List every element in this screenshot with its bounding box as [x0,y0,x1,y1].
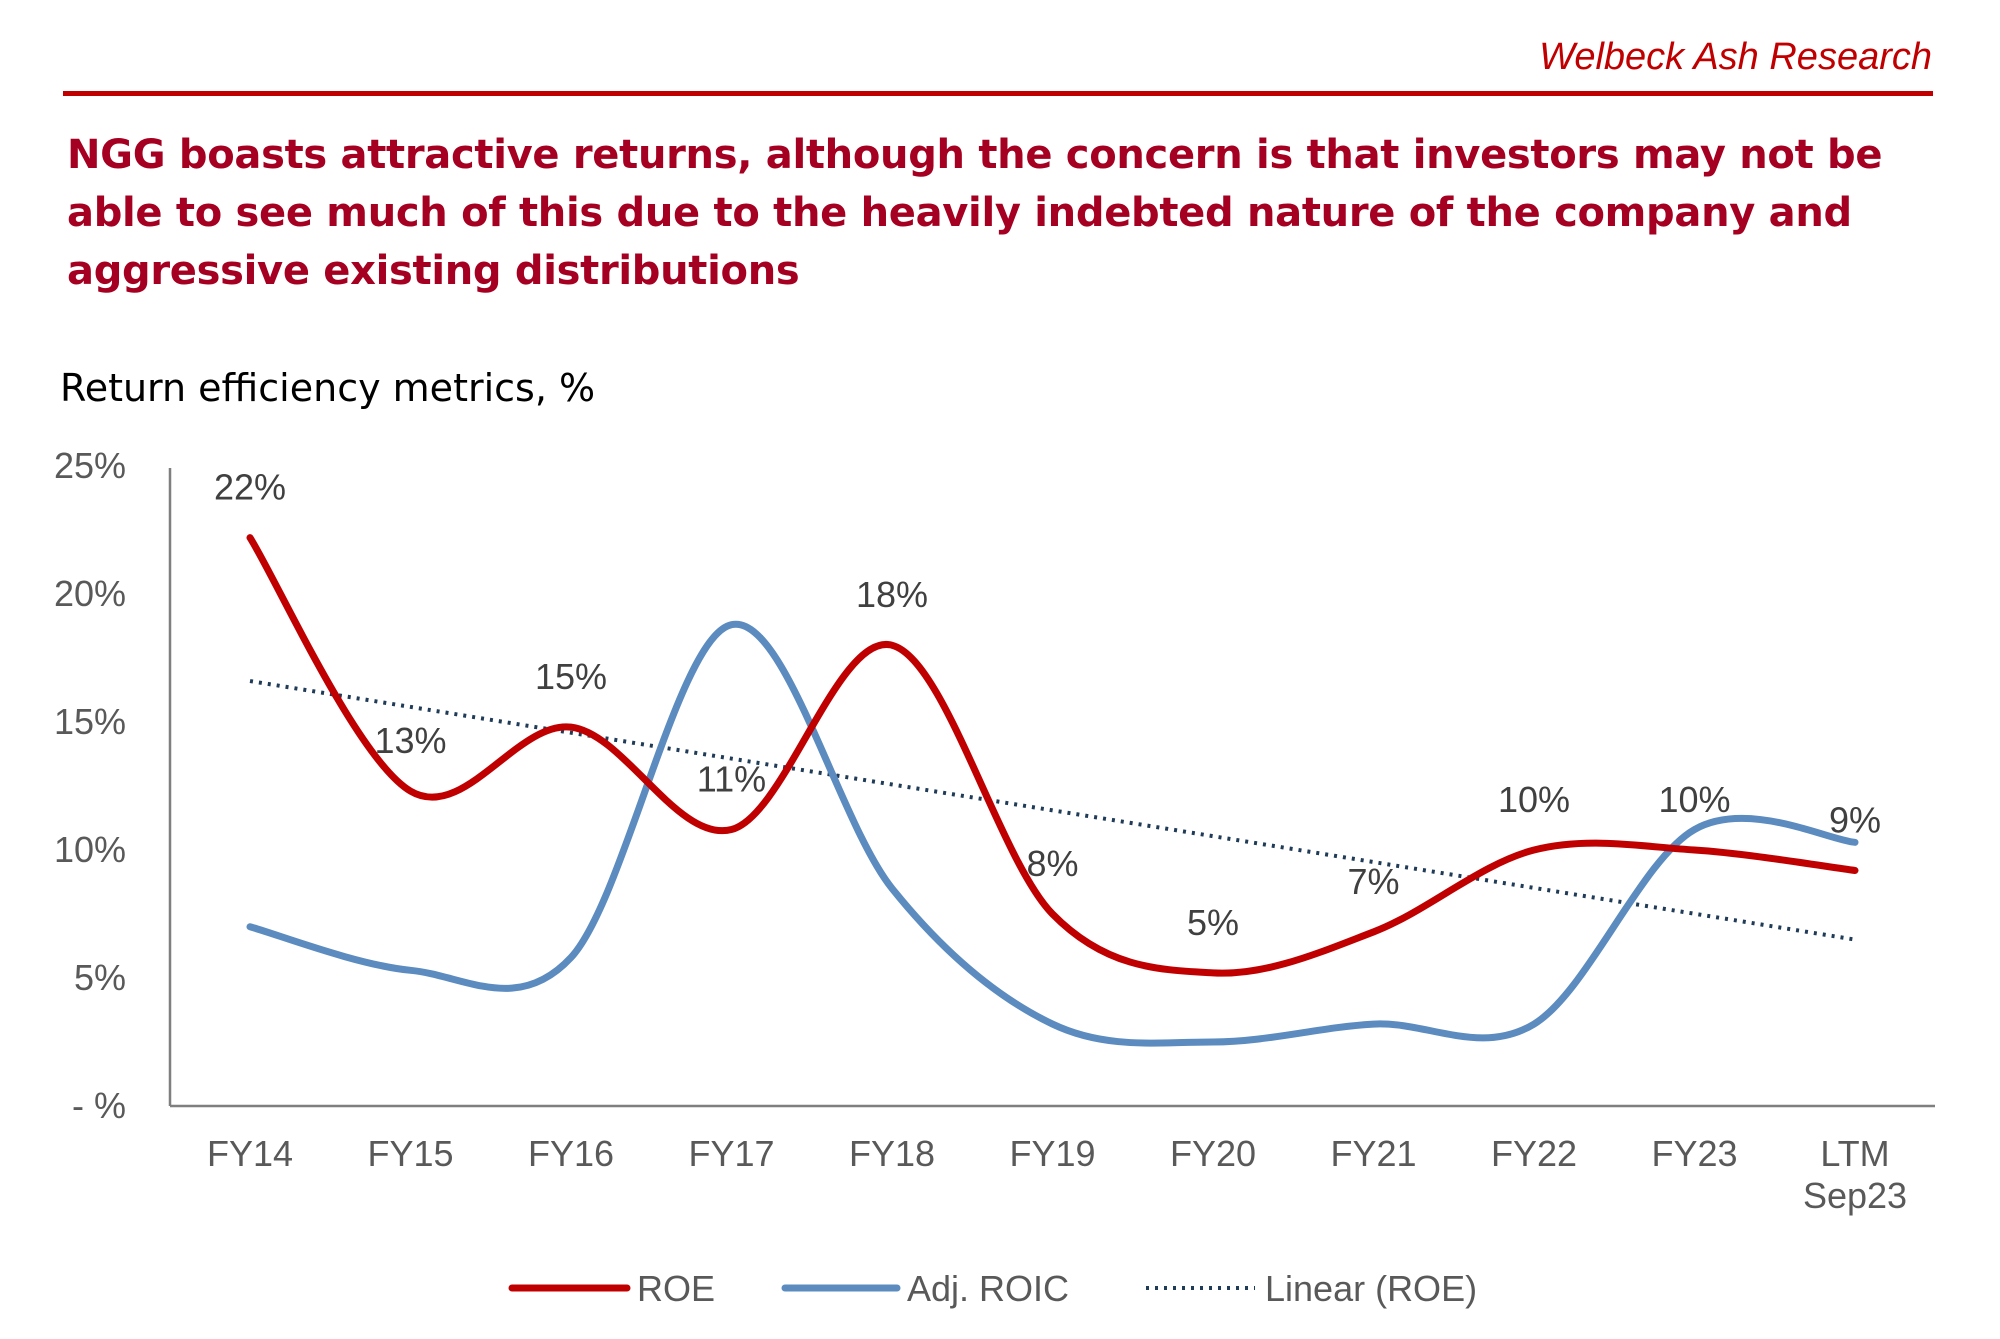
series-linear-roe [249,679,1856,942]
y-tick-label: - % [72,1085,126,1126]
roe-data-label: 10% [1658,779,1730,820]
legend: ROE Adj. ROIC Linear (ROE) [508,1268,1477,1309]
y-tick-label: 20% [54,573,126,614]
roe-data-label: 13% [374,720,446,761]
x-tick-label: LTM Sep23 [1803,1133,1907,1216]
x-tick-label: FY17 [688,1133,774,1174]
y-tick-label: 25% [54,445,126,486]
roe-data-label: 11% [697,759,766,800]
x-tick-label: FY14 [207,1133,293,1174]
x-tick-label: FY22 [1491,1133,1577,1174]
headline: NGG boasts attractive returns, although … [67,132,1883,294]
x-tick-label: FY19 [1009,1133,1095,1174]
roe-data-label: 22% [214,467,286,508]
x-tick-label: FY23 [1651,1133,1737,1174]
legend-label-adj-roic: Adj. ROIC [907,1268,1069,1309]
roe-data-label: 8% [1026,843,1078,884]
x-axis-ticks: FY14 FY15 FY16 FY17 FY18 FY19 FY20 FY21 FY22 FY23… [207,1133,1907,1216]
chart-series [246,534,1859,1047]
chart-title: Return efficiency metrics, % [60,366,596,410]
roe-data-label: 7% [1347,861,1399,902]
header-rule [63,91,1933,96]
legend-label-linear-roe: Linear (ROE) [1265,1268,1477,1309]
roe-data-label: 10% [1498,779,1570,820]
x-tick-label: FY15 [367,1133,453,1174]
chart-axes [168,468,1935,1108]
x-tick-label: FY20 [1170,1133,1256,1174]
roe-data-label: 9% [1829,799,1881,840]
series-roe [246,534,1859,977]
legend-label-roe: ROE [637,1268,715,1309]
x-tick-label: FY18 [849,1133,935,1174]
x-tick-label: FY16 [528,1133,614,1174]
y-tick-label: 5% [74,957,126,998]
roe-data-label: 15% [535,656,607,697]
data-labels: 22% 13% 15% 11% 18% 8% 5% 7% 10% 10% 9% [214,467,1881,943]
y-axis-ticks: - % 5% 10% 15% 20% 25% [54,445,126,1126]
source-attribution: Welbeck Ash Research [1539,36,1932,78]
series-adj-roic [246,621,1859,1047]
y-tick-label: 10% [54,829,126,870]
y-tick-label: 15% [54,701,126,742]
roe-data-label: 18% [856,574,928,615]
roe-data-label: 5% [1187,902,1239,943]
x-tick-label: FY21 [1330,1133,1416,1174]
